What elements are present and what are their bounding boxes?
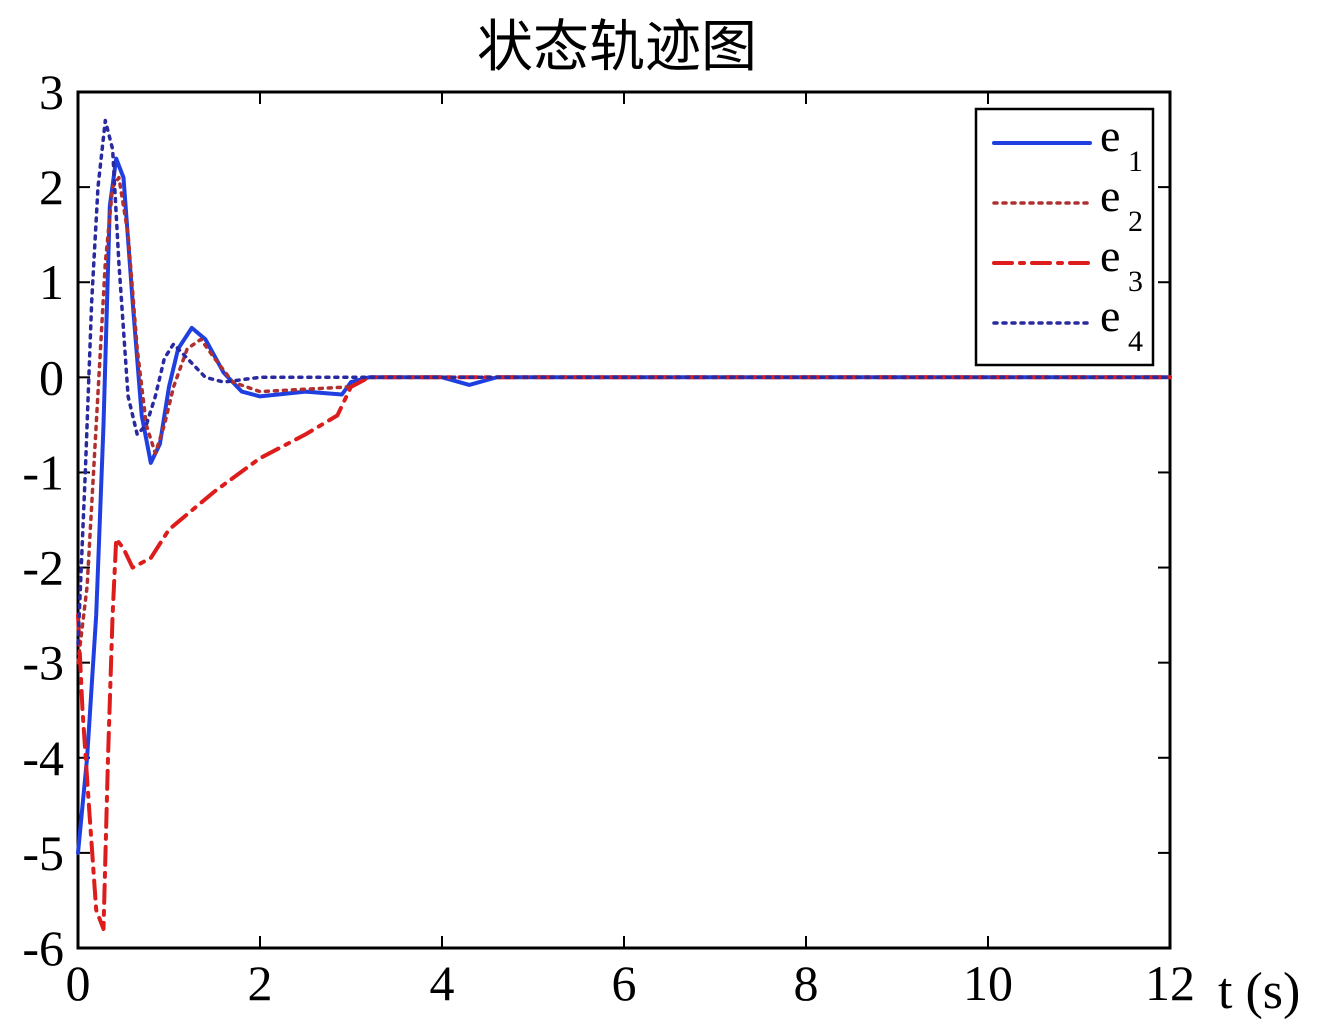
- x-tick-label: 4: [430, 955, 455, 1011]
- legend-label-e2: e: [1100, 170, 1120, 221]
- y-tick-label: 2: [39, 159, 64, 215]
- legend-label-sub-e1: 1: [1128, 145, 1143, 178]
- legend-label-sub-e2: 2: [1128, 205, 1143, 238]
- series-line-e3: [76, 375, 1172, 931]
- x-tick-label: 8: [794, 955, 819, 1011]
- legend-box: [974, 107, 1155, 367]
- x-tick-label: 6: [612, 955, 637, 1011]
- y-tick-label: -4: [22, 730, 64, 786]
- series-line-e4: [76, 118, 1172, 646]
- legend-label-sub-e3: 3: [1128, 265, 1143, 298]
- y-tick-label: -5: [22, 825, 64, 881]
- x-tick-label: 2: [248, 955, 273, 1011]
- x-tick-label: 10: [963, 955, 1013, 1011]
- x-axis-label: t (s): [1218, 963, 1300, 1020]
- y-tick-label: 0: [39, 349, 64, 405]
- series-layer: [76, 118, 1172, 931]
- y-tick-label: -3: [22, 635, 64, 691]
- y-tick-label: -2: [22, 540, 64, 596]
- series-line-e2: [76, 175, 1172, 665]
- y-tick-label: 1: [39, 254, 64, 310]
- legend-label-e4: e: [1100, 290, 1120, 341]
- x-tick-label: 12: [1145, 955, 1195, 1011]
- legend-label-e1: e: [1100, 110, 1120, 161]
- y-tick-label: -1: [22, 444, 64, 500]
- y-tick-label: 3: [39, 64, 64, 120]
- legend-label-e3: e: [1100, 230, 1120, 281]
- y-tick-label: -6: [22, 920, 64, 976]
- chart-title: 状态轨迹图: [477, 15, 757, 80]
- legend-label-sub-e4: 4: [1128, 325, 1143, 358]
- x-tick-label: 0: [66, 955, 91, 1011]
